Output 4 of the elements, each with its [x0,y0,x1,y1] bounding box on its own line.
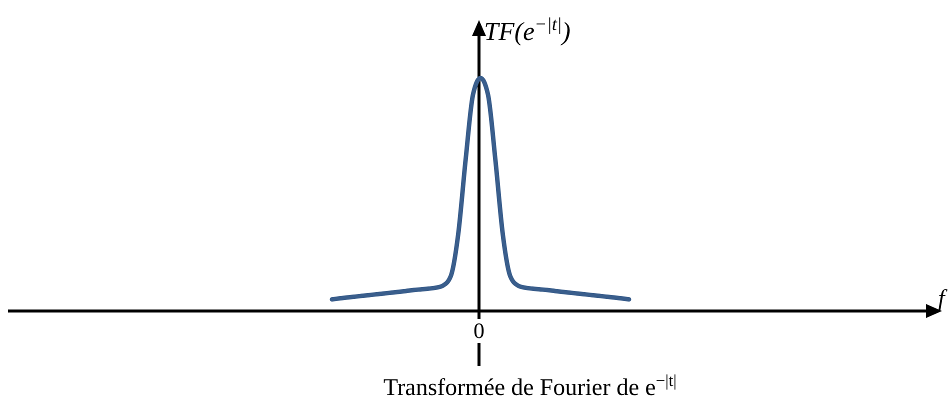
text: 0 [474,318,484,343]
y-axis-title: TF(e$^{−|t|}$) [484,14,571,46]
text: Transformée de Fourier de e$^{−|t|}$ [383,370,677,401]
text: f [938,286,948,312]
